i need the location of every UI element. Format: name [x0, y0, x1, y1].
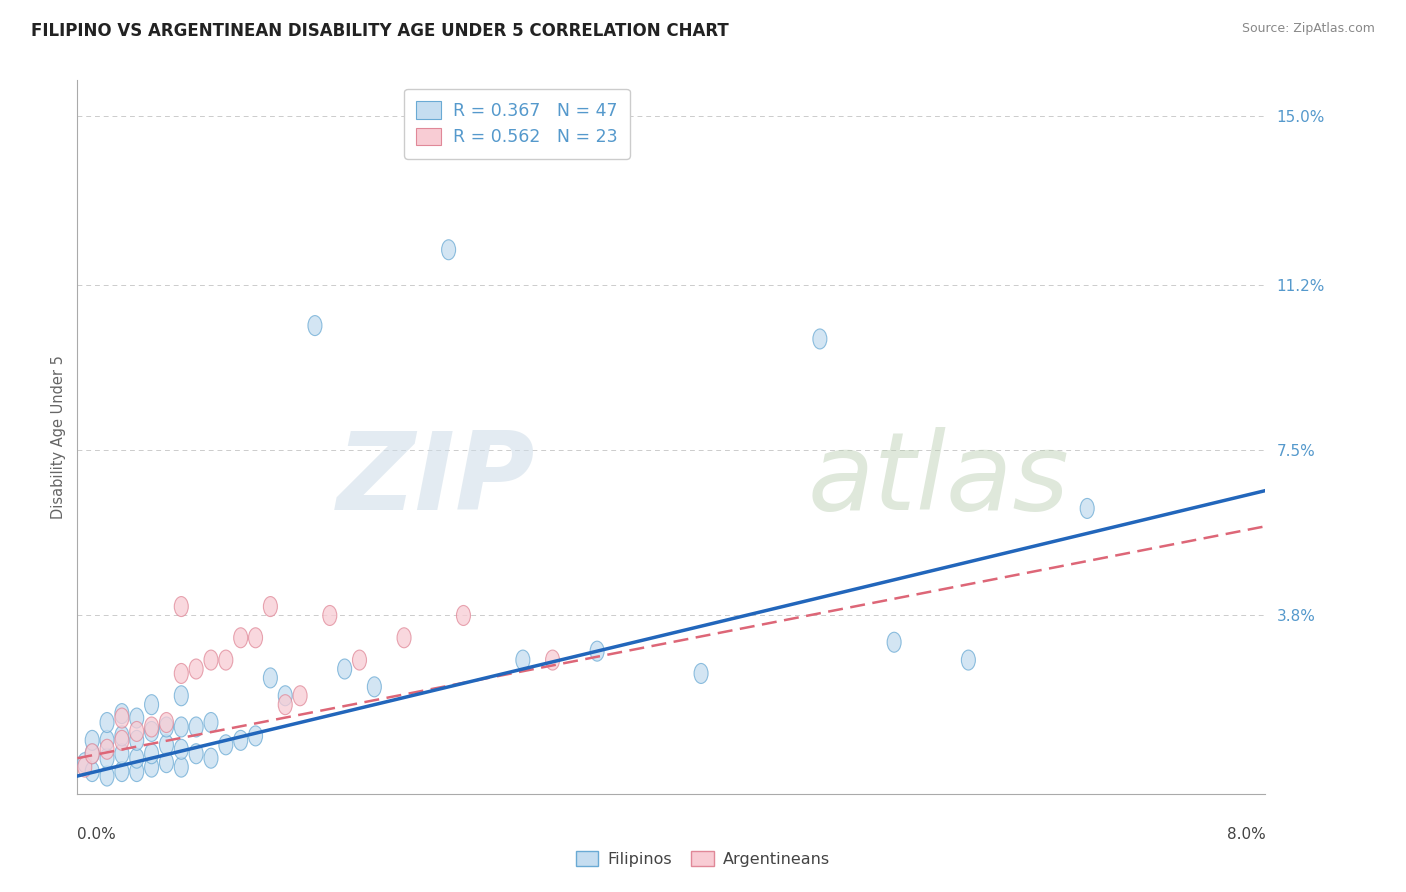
Y-axis label: Disability Age Under 5: Disability Age Under 5	[51, 355, 66, 519]
Text: ZIP: ZIP	[336, 427, 534, 533]
Text: 8.0%: 8.0%	[1226, 827, 1265, 841]
Text: 0.0%: 0.0%	[77, 827, 117, 841]
Text: FILIPINO VS ARGENTINEAN DISABILITY AGE UNDER 5 CORRELATION CHART: FILIPINO VS ARGENTINEAN DISABILITY AGE U…	[31, 22, 728, 40]
Legend: R = 0.367   N = 47, R = 0.562   N = 23: R = 0.367 N = 47, R = 0.562 N = 23	[404, 89, 630, 159]
Text: Source: ZipAtlas.com: Source: ZipAtlas.com	[1241, 22, 1375, 36]
Text: atlas: atlas	[808, 427, 1070, 533]
Legend: Filipinos, Argentineans: Filipinos, Argentineans	[569, 845, 837, 873]
